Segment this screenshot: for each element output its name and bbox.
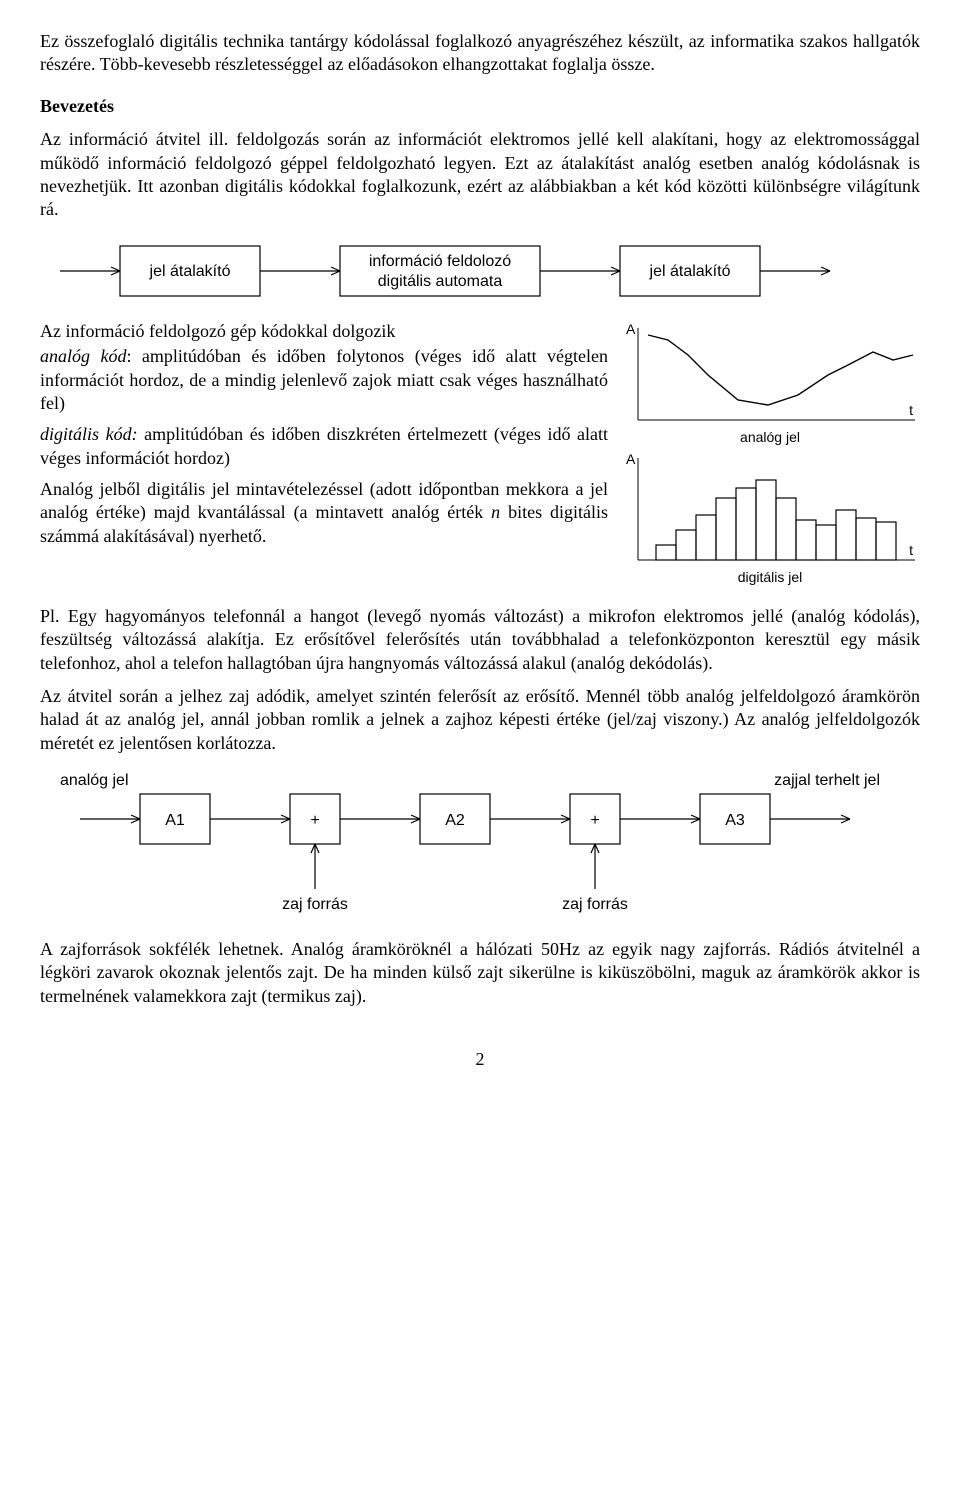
intro-paragraph: Ez összefoglaló digitális technika tantá… [40,30,920,77]
digital-signal-graph: At digitális jel [620,450,920,595]
svg-text:zajjal terhelt jel: zajjal terhelt jel [774,772,880,789]
digital-def: digitális kód: amplitúdóban és időben di… [40,423,608,470]
flowchart-signal-converter: jel átalakító információ feldolozó digitál… [40,236,920,306]
svg-text:+: + [310,812,319,829]
svg-text:A3: A3 [725,812,745,829]
svg-text:analóg jel: analóg jel [740,429,800,445]
svg-text:t: t [909,402,913,418]
para3-n: n [491,502,500,522]
svg-text:információ feldolozó: információ feldolozó [369,253,511,270]
flowchart-amplifier-chain: analóg jel zajjal terhelt jel A1 + A2 + A3 zaj … [40,769,920,924]
paragraph-3: Analóg jelből digitális jel mintavételez… [40,478,608,548]
svg-text:A: A [626,321,636,337]
paragraph-6: A zajforrások sokfélék lehetnek. Analóg … [40,938,920,1008]
paragraph-2: Az információ feldolgozó gép kódokkal do… [40,320,608,343]
svg-text:t: t [909,542,913,558]
svg-text:digitális automata: digitális automata [378,273,503,290]
digital-def-label: digitális kód: [40,424,138,444]
svg-text:jel átalakító: jel átalakító [649,263,731,280]
page-number: 2 [40,1048,920,1071]
paragraph-1: Az információ átvitel ill. feldolgozás s… [40,128,920,222]
svg-text:A1: A1 [165,812,185,829]
analog-def-text: : amplitúdóban és időben folytonos (vége… [40,346,608,413]
svg-text:A2: A2 [445,812,465,829]
svg-text:digitális jel: digitális jel [738,569,803,585]
svg-text:zaj forrás: zaj forrás [562,896,628,913]
section1-title: Bevezetés [40,95,920,118]
paragraph-4: Pl. Egy hagyományos telefonnál a hangot … [40,605,920,675]
svg-text:analóg jel: analóg jel [60,772,129,789]
svg-text:A: A [626,451,636,467]
svg-text:jel átalakító: jel átalakító [149,263,231,280]
analog-def: analóg kód: amplitúdóban és időben folyt… [40,345,608,415]
paragraph-5: Az átvitel során a jelhez zaj adódik, am… [40,685,920,755]
svg-text:+: + [590,812,599,829]
svg-text:zaj forrás: zaj forrás [282,896,348,913]
analog-signal-graph: At analóg jel [620,320,920,450]
analog-def-label: analóg kód [40,346,126,366]
